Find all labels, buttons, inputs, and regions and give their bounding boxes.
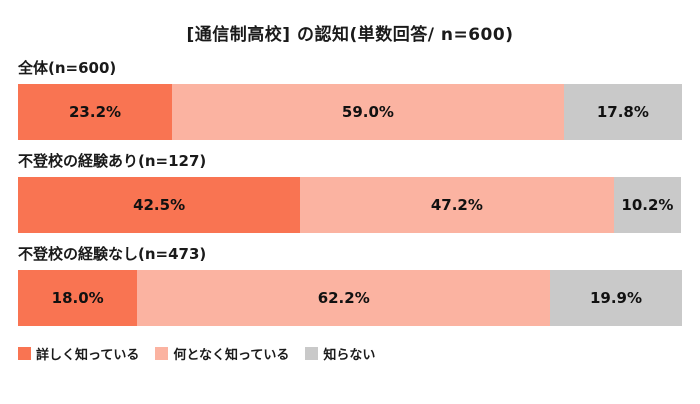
segment-value-label: 19.9% — [589, 289, 643, 307]
segment-value-label: 18.0% — [51, 289, 104, 307]
segment-value-label: 62.2% — [317, 289, 370, 307]
bar-segment: 62.2% — [137, 270, 551, 326]
legend-label: 詳しく知っている — [36, 348, 140, 363]
stacked-bar: 23.2% 59.0% 17.8% — [18, 84, 682, 140]
segment-value-label: 17.8% — [596, 103, 649, 121]
segment-value-label: 10.2% — [621, 196, 674, 214]
bar-segment: 47.2% — [300, 177, 614, 233]
group-label: 全体(n=600) — [18, 59, 117, 77]
chart-title: [通信制高校] の認知(単数回答/ n=600) — [186, 25, 514, 45]
bar-segment: 17.8% — [563, 84, 682, 140]
segment-value-label: 23.2% — [69, 103, 122, 121]
legend-swatch-icon — [305, 347, 319, 360]
legend-swatch-icon — [18, 347, 31, 360]
bar-group-1: 不登校の経験あり(n=127) 42.5% 47.2% 10.2% — [18, 150, 682, 233]
bar-segment: 59.0% — [172, 84, 564, 140]
segment-value-label: 59.0% — [341, 103, 394, 121]
legend-item-2: 知らない — [305, 344, 375, 363]
bar-segment: 19.9% — [550, 270, 683, 326]
bar-segment: 10.2% — [613, 177, 682, 233]
bar-group-2: 不登校の経験なし(n=473) 18.0% 62.2% 19.9% — [18, 243, 683, 326]
legend-swatch-icon — [155, 347, 169, 360]
bar-segment: 23.2% — [18, 84, 173, 140]
legend-label: 何となく知っている — [173, 348, 290, 363]
bar-groups: 全体(n=600) 23.2% 59.0% 17.8% 不登校の経験あり(n=127) 4… — [18, 57, 683, 326]
group-label: 不登校の経験なし(n=473) — [18, 245, 207, 263]
group-label: 不登校の経験あり(n=127) — [18, 152, 207, 170]
bar-segment: 18.0% — [18, 270, 138, 326]
stacked-bar: 18.0% 62.2% 19.9% — [18, 270, 683, 326]
legend-item-1: 何となく知っている — [155, 344, 289, 363]
bar-group-0: 全体(n=600) 23.2% 59.0% 17.8% — [18, 57, 682, 140]
stacked-bar: 42.5% 47.2% 10.2% — [18, 177, 682, 233]
bar-segment: 42.5% — [18, 177, 301, 233]
segment-value-label: 42.5% — [133, 196, 186, 214]
legend: 詳しく知っている 何となく知っている 知らない — [18, 344, 682, 363]
legend-item-0: 詳しく知っている — [18, 344, 139, 363]
legend-label: 知らない — [323, 348, 376, 363]
segment-value-label: 47.2% — [430, 196, 483, 214]
